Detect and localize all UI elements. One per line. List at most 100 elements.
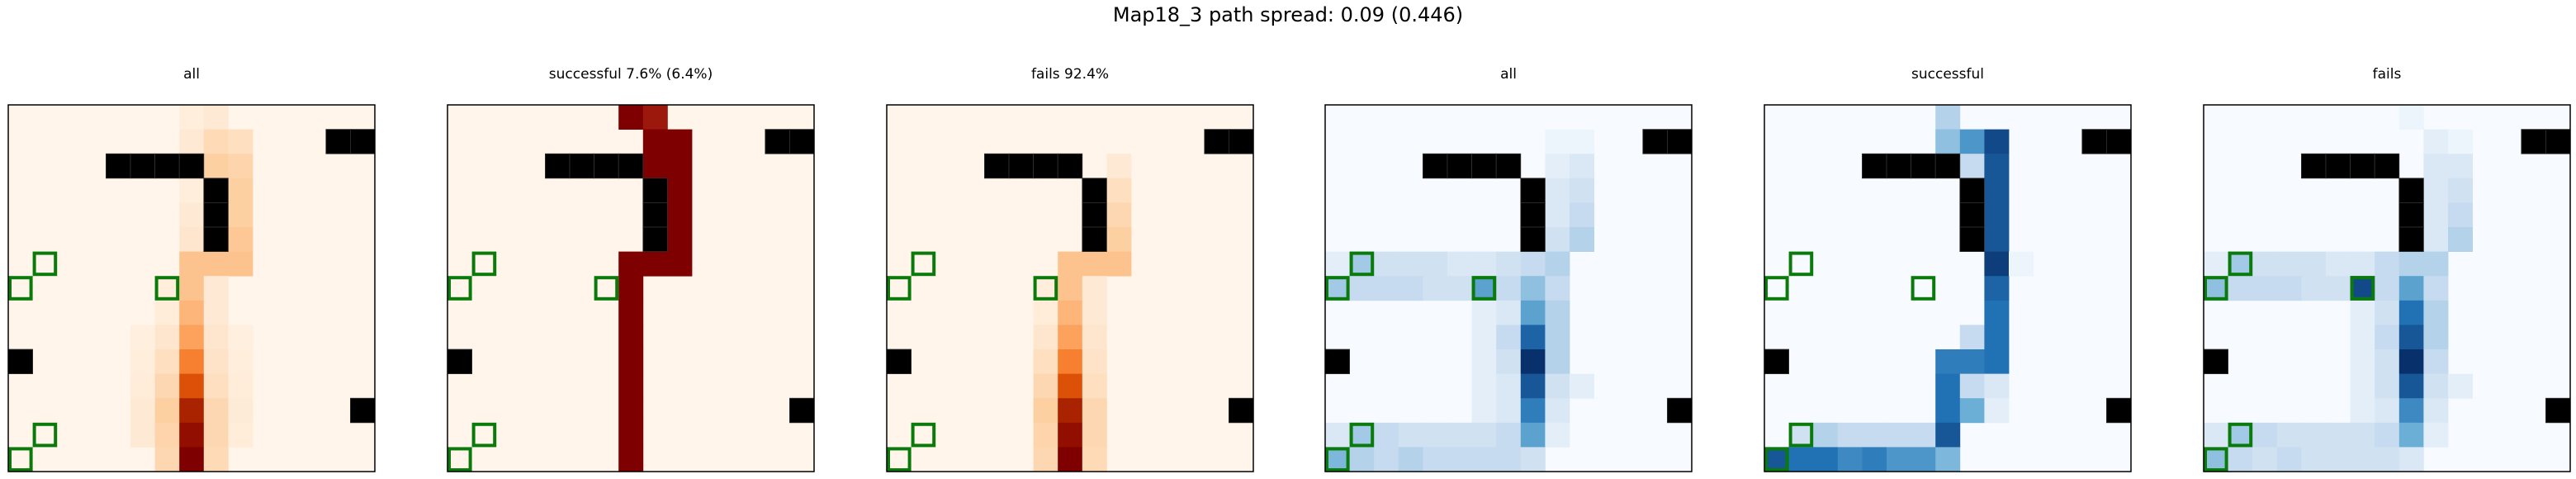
heatmap-cell — [2398, 349, 2424, 374]
heatmap-cell — [2375, 251, 2400, 277]
heatmap-cell — [2398, 447, 2424, 472]
heatmap-cell — [1447, 447, 1472, 472]
target-marker — [447, 447, 472, 472]
obstacle-cell — [2545, 397, 2571, 424]
panel-frame — [7, 104, 376, 472]
heatmap-cell — [1058, 447, 1083, 472]
heatmap-cell — [1447, 276, 1472, 301]
panel-frame — [1324, 104, 1693, 472]
heatmap-cell — [1471, 276, 1497, 301]
heatmap-cell — [179, 178, 205, 203]
heatmap-cell — [2398, 422, 2424, 448]
heatmap-cell — [179, 447, 205, 472]
heatmap-cell — [1349, 447, 1375, 472]
target-marker — [887, 447, 912, 472]
heatmap-cell — [2301, 422, 2327, 448]
heatmap-cell — [2350, 398, 2375, 424]
heatmap-cell — [1520, 349, 1546, 374]
heatmap-cell — [1082, 349, 1107, 374]
heatmap-cell — [154, 447, 180, 472]
obstacle-cell — [154, 153, 180, 179]
heatmap-cell — [2252, 276, 2278, 301]
heatmap-cell — [228, 154, 253, 179]
heatmap-cell — [2375, 349, 2400, 374]
heatmap-cell — [154, 349, 180, 374]
heatmap-cell — [2398, 325, 2424, 350]
heatmap-cell — [2204, 276, 2228, 301]
heatmap-cell — [2204, 251, 2228, 277]
heatmap-cell — [2350, 422, 2375, 448]
heatmap-cell — [1349, 422, 1375, 448]
target-marker — [2228, 422, 2253, 448]
heatmap-cell — [1106, 154, 1132, 179]
obstacle-cell — [203, 178, 229, 203]
heatmap-cell — [2350, 300, 2375, 325]
heatmap-cell — [2252, 447, 2278, 472]
obstacle-cell — [765, 129, 790, 154]
heatmap-cell — [1837, 447, 1863, 472]
heatmap-cell — [1984, 154, 2010, 179]
heatmap-cell — [1570, 178, 1594, 203]
heatmap-cell — [1374, 276, 1399, 301]
heatmap-cell — [1570, 129, 1594, 154]
obstacle-cell — [1667, 397, 1693, 424]
target-marker — [1325, 447, 1350, 472]
heatmap-cell — [203, 300, 229, 325]
obstacle-cell — [447, 349, 473, 375]
heatmap-cell — [1398, 447, 1423, 472]
heatmap-cell — [2448, 178, 2473, 203]
obstacle-cell — [2203, 349, 2229, 375]
heatmap-cell — [1471, 325, 1497, 350]
heatmap-cell — [2350, 251, 2375, 277]
heatmap-cell — [179, 227, 205, 252]
heatmap-cell — [2326, 276, 2351, 301]
heatmap-cell — [2228, 447, 2253, 472]
heatmap-cell — [130, 349, 155, 374]
obstacle-cell — [789, 129, 815, 154]
obstacle-cell — [203, 226, 229, 253]
panel-title: successful 7.6% (6.4%) — [548, 66, 713, 83]
obstacle-cell — [618, 153, 644, 179]
heatmap-cell — [2204, 447, 2228, 472]
obstacle-cell — [642, 226, 668, 253]
obstacle-cell — [1959, 178, 1985, 203]
heatmap-cell — [1058, 251, 1083, 277]
heatmap-cell — [1496, 398, 1522, 424]
obstacle-cell — [7, 349, 34, 375]
target-marker — [2350, 276, 2375, 301]
heatmap-cell — [2423, 300, 2449, 325]
obstacle-cell — [1057, 153, 1083, 179]
heatmap-cell — [228, 178, 253, 203]
target-marker — [1764, 276, 1789, 301]
heatmap-cell — [1374, 447, 1399, 472]
heatmap-cell — [2423, 373, 2449, 399]
heatmap-cell — [1106, 202, 1132, 228]
heatmap-cell — [1325, 276, 1350, 301]
heatmap-cell — [1813, 447, 1839, 472]
heatmap-cell — [1984, 178, 2010, 203]
heatmap-cell — [2423, 154, 2449, 179]
obstacle-cell — [594, 153, 619, 179]
heatmap-cell — [1520, 422, 1546, 448]
heatmap-cell — [1984, 251, 2010, 277]
heatmap-cell — [1935, 422, 1961, 448]
figure-title: Map18_3 path spread: 0.09 (0.446) — [1112, 3, 1464, 26]
target-marker — [887, 276, 912, 301]
obstacle-cell — [1764, 349, 1790, 375]
heatmap-cell — [2423, 251, 2449, 277]
heatmap-cell — [618, 325, 644, 350]
panel-title: successful — [1911, 66, 1984, 83]
heatmap-cell — [1788, 422, 1814, 448]
panel-frame — [1764, 104, 2132, 472]
obstacle-cell — [1082, 202, 1107, 228]
heatmap-cell — [2423, 276, 2449, 301]
heatmap-cell — [1496, 325, 1522, 350]
obstacle-cell — [1082, 178, 1107, 203]
heatmap-cell — [2276, 276, 2302, 301]
heatmap-cell — [1471, 447, 1497, 472]
heatmap-cell — [2326, 422, 2351, 448]
panel-frame — [447, 104, 815, 472]
heatmap-cell — [2398, 105, 2424, 130]
heatmap-cell — [203, 349, 229, 374]
